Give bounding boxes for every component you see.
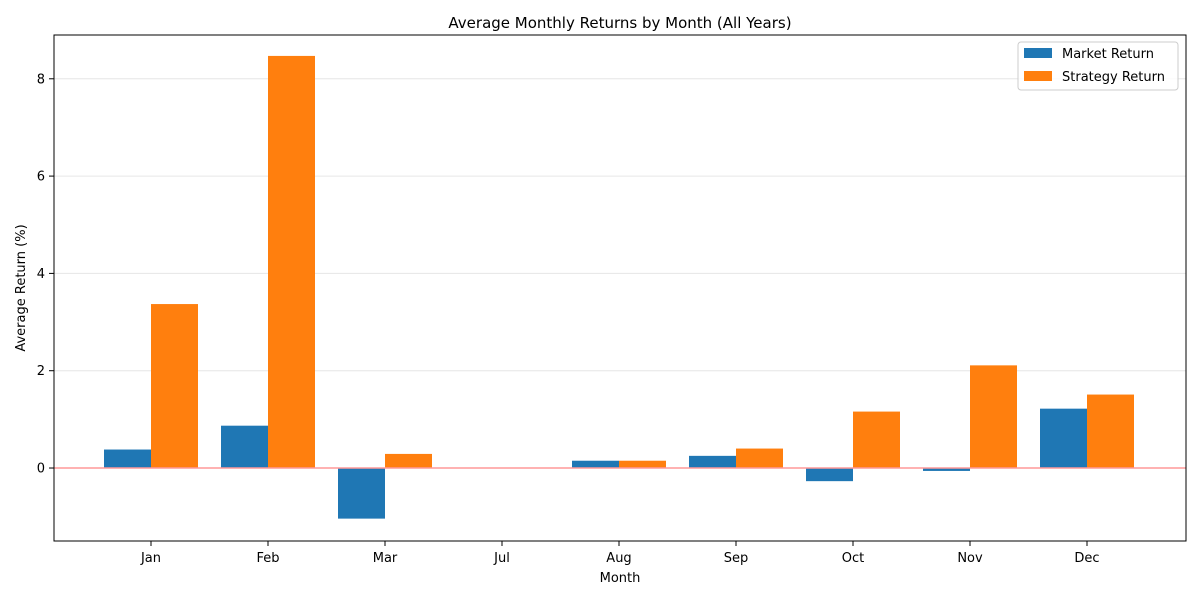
x-tick-label: Oct <box>842 551 864 566</box>
x-tick-label: Aug <box>606 551 631 566</box>
bar-market-return-nov <box>923 468 970 471</box>
bar-strategy-return-feb <box>268 55 315 469</box>
bar-strategy-return-nov <box>970 365 1017 469</box>
bar-market-return-feb <box>221 425 268 469</box>
x-tick-label: Jan <box>140 551 161 566</box>
bar-market-return-sep <box>689 455 736 469</box>
legend-swatch-market-return <box>1024 48 1052 58</box>
bar-market-return-mar <box>338 468 385 519</box>
legend-swatch-strategy-return <box>1024 71 1052 81</box>
x-tick-label: Feb <box>256 551 279 566</box>
x-axis-label: Month <box>600 571 641 586</box>
bar-strategy-return-aug <box>619 460 666 469</box>
x-tick-label: Nov <box>957 551 983 566</box>
bars-layer <box>104 55 1134 519</box>
bar-strategy-return-mar <box>385 453 432 469</box>
chart-title: Average Monthly Returns by Month (All Ye… <box>448 14 791 32</box>
legend-label-market-return: Market Return <box>1062 47 1154 62</box>
y-tick-label: 0 <box>37 462 45 477</box>
y-tick-label: 4 <box>37 267 45 282</box>
x-tick-label: Dec <box>1074 551 1099 566</box>
bar-market-return-dec <box>1040 408 1087 469</box>
legend-frame <box>1017 41 1179 91</box>
bar-strategy-return-sep <box>736 448 783 469</box>
x-tick-label: Jul <box>493 551 510 566</box>
bar-market-return-jan <box>104 449 151 469</box>
y-tick-label: 8 <box>37 72 45 87</box>
bar-market-return-oct <box>806 468 853 482</box>
legend-label-strategy-return: Strategy Return <box>1062 70 1165 85</box>
bar-strategy-return-dec <box>1087 394 1134 469</box>
y-axis-label: Average Return (%) <box>14 224 29 351</box>
y-tick-label: 2 <box>37 364 45 379</box>
legend: Market Return Strategy Return <box>1017 41 1179 91</box>
bar-strategy-return-oct <box>853 411 900 469</box>
x-tick-label: Sep <box>724 551 749 566</box>
y-tick-label: 6 <box>37 170 45 185</box>
y-axis: 0 2 4 6 8 <box>37 72 54 477</box>
bar-market-return-aug <box>572 460 619 469</box>
plot-frame <box>53 34 1187 542</box>
bar-strategy-return-jan <box>151 304 198 469</box>
x-axis: Jan Feb Mar Jul Aug Sep Oct Nov Dec <box>140 541 1100 566</box>
x-tick-label: Mar <box>373 551 398 566</box>
